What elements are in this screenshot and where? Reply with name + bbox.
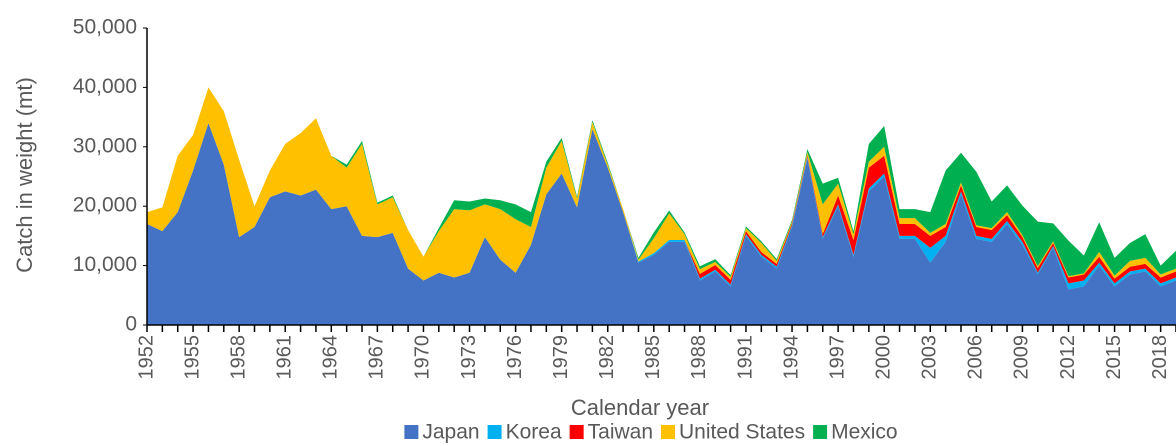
x-tick-label: 1955 [181,335,203,380]
y-axis-title: Catch in weight (mt) [12,77,37,273]
y-tick-label: 40,000 [73,75,137,98]
y-tick-label: 0 [125,313,137,336]
x-tick-label: 1964 [320,335,342,380]
x-tick-label: 1979 [550,335,572,380]
x-tick-label: 2000 [872,335,894,380]
x-tick-label: 1991 [734,335,756,380]
x-tick-label: 2009 [1011,335,1033,380]
y-tick-label: 10,000 [73,253,137,276]
y-tick-label: 20,000 [73,194,137,217]
x-tick-label: 2015 [1103,335,1125,380]
x-axis-title: Calendar year [571,395,709,420]
x-tick-label: 1985 [642,335,664,380]
legend-label: Taiwan [588,421,653,444]
x-tick-label: 1976 [504,335,526,380]
area [147,123,1176,325]
x-tick-label: 1973 [458,335,480,380]
x-tick-label: 2018 [1149,335,1171,380]
x-tick-label: 1952 [135,335,157,380]
x-tick-label: 1970 [412,335,434,380]
legend-label: United States [679,421,805,444]
x-tick-label: 1988 [688,335,710,380]
legend-label: Mexico [831,421,898,444]
x-tick-label: 1961 [274,335,296,380]
x-tick-label: 2012 [1057,335,1079,380]
legend-label: Japan [422,421,479,444]
legend-swatch [661,425,676,439]
x-tick-label: 1994 [780,335,802,380]
x-tick-label: 1958 [227,335,249,380]
x-tick-label: 1982 [596,335,618,380]
legend: Japan Korea Taiwan United States Mexico [404,421,898,444]
y-tick-label: 50,000 [73,16,137,39]
legend-swatch [569,425,584,439]
legend-swatch [813,425,828,439]
x-tick-label: 2006 [965,335,987,380]
area [147,87,1176,281]
legend-swatch [487,425,502,439]
y-tick-label: 30,000 [73,134,137,157]
legend-swatch [404,425,419,439]
area [147,87,1176,277]
x-tick-label: 1997 [826,335,848,380]
x-tick-label: 1967 [366,335,388,380]
x-tick-label: 2003 [919,335,941,380]
legend-label: Korea [506,421,562,444]
